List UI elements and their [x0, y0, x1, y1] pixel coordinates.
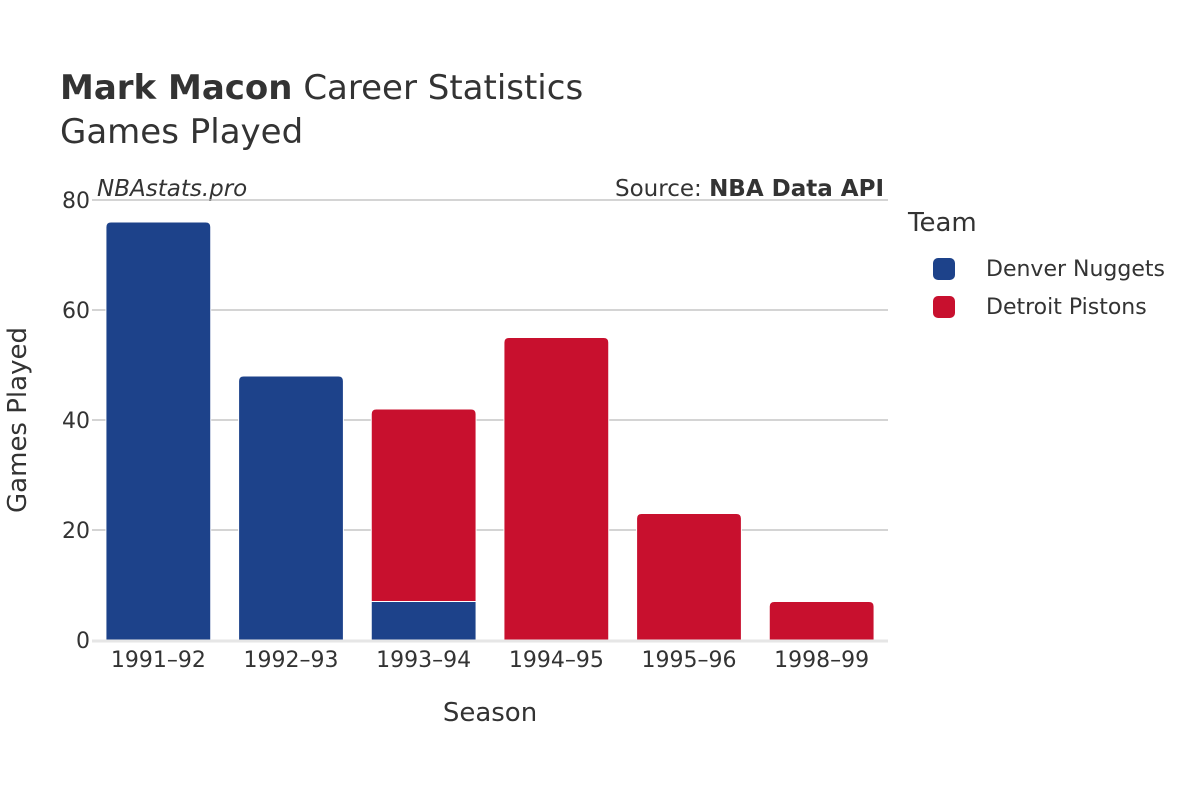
x-tick-label: 1994–95: [509, 648, 604, 673]
bar-detroit-pistons: [768, 601, 875, 641]
bar-detroit-pistons: [370, 408, 477, 602]
legend-label: Denver Nuggets: [986, 256, 1165, 282]
source-prefix: Source:: [615, 176, 702, 202]
title-rest: Career Statistics: [303, 68, 584, 108]
player-name: Mark Macon: [60, 68, 293, 108]
x-axis-title: Season: [443, 698, 537, 728]
y-tick-label: 20: [62, 519, 90, 544]
axes: 0 20 40 60 80 1991–92 1992–93 1993–94 1994–95 199…: [3, 189, 888, 728]
y-tick-label: 40: [62, 409, 90, 434]
legend-title: Team: [908, 208, 977, 238]
legend-item[interactable]: Denver Nuggets: [908, 250, 1165, 288]
legend: Team Denver Nuggets Detroit Pistons: [908, 208, 1165, 326]
chart-subtitle: Games Played: [60, 112, 304, 152]
source-credit: Source: NBA Data API: [615, 176, 884, 202]
y-tick-label: 0: [76, 629, 90, 654]
bar-denver-nuggets: [238, 375, 344, 641]
bar-denver-nuggets: [105, 221, 212, 641]
legend-swatch: [933, 258, 955, 280]
x-tick-label: 1992–93: [244, 648, 339, 673]
legend-swatch: [933, 296, 955, 318]
legend-items: Denver Nuggets Detroit Pistons: [908, 250, 1165, 326]
legend-item[interactable]: Detroit Pistons: [908, 288, 1165, 326]
bars: [105, 221, 875, 641]
bar-denver-nuggets: [370, 601, 477, 641]
x-tick-label: 1991–92: [111, 648, 206, 673]
y-axis-title: Games Played: [3, 327, 33, 513]
gridlines: [92, 199, 888, 531]
source-name: NBA Data API: [709, 176, 884, 202]
x-tick-label: 1998–99: [774, 648, 869, 673]
watermark: NBAstats.pro: [97, 176, 248, 202]
bar-detroit-pistons: [636, 513, 742, 641]
y-tick-label: 80: [62, 189, 90, 214]
x-tick-label: 1995–96: [642, 648, 737, 673]
legend-label: Detroit Pistons: [986, 294, 1147, 320]
y-tick-label: 60: [62, 299, 90, 324]
bar-detroit-pistons: [503, 337, 610, 641]
chart-title: Mark Macon Career Statistics: [60, 66, 583, 110]
x-tick-label: 1993–94: [376, 648, 471, 673]
